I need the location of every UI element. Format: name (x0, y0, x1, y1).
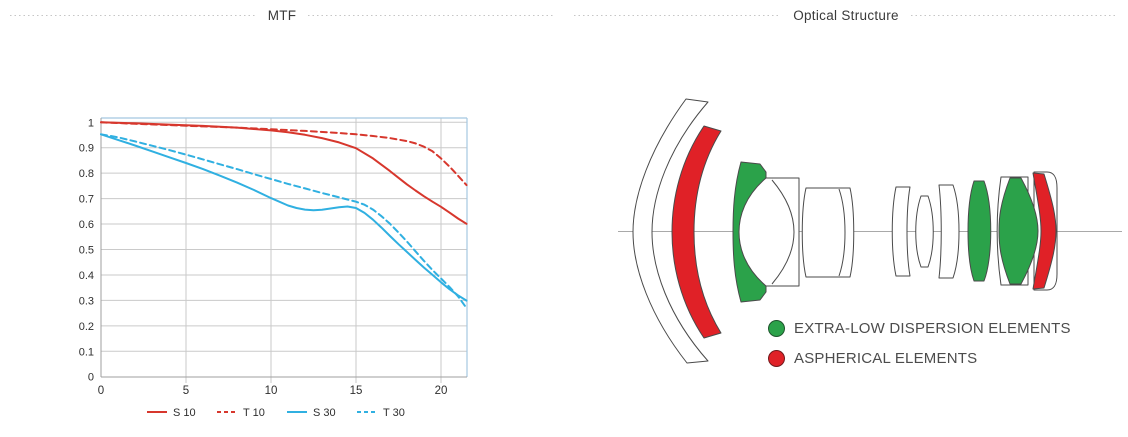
y-tick-label: 0.4 (79, 270, 94, 282)
lens-surface-line (838, 188, 846, 277)
y-tick-label: 0.7 (79, 194, 94, 206)
lens-element-front-meniscus (632, 98, 709, 364)
optical-structure-panel: Optical Structure EXTRA-LOW DI (564, 0, 1128, 437)
chart-legend: S 10 T 10 S 30 T 30 (147, 407, 405, 419)
y-tick-label: 0.6 (79, 219, 94, 231)
x-tick-label: 5 (183, 385, 189, 397)
y-tick-label: 0.8 (79, 168, 94, 180)
dotted-rule (910, 14, 1119, 16)
x-tick-label: 20 (435, 385, 448, 397)
mtf-panel-title: MTF (267, 7, 297, 23)
series-t-10 (100, 121, 468, 187)
mtf-title-row: MTF (10, 7, 555, 23)
optical-title-row: Optical Structure (574, 7, 1119, 23)
optical-panel-title: Optical Structure (793, 7, 899, 23)
legend-label-t-30: T 30 (383, 407, 405, 419)
y-tick-label: 0.3 (79, 295, 94, 307)
eld-legend-dot (768, 320, 785, 337)
lens-element-rear-1 (891, 186, 911, 277)
y-tick-label: 1 (88, 117, 94, 129)
legend-label-s-10: S 10 (173, 407, 196, 419)
lens-element-cemented-white (738, 177, 800, 287)
y-tick-label: 0.5 (79, 245, 94, 257)
series-s-30 (100, 133, 468, 302)
mtf-chart: 00.10.20.30.40.50.60.70.80.910 5 10 15 20S 1… (79, 117, 468, 419)
y-tick-label: 0.1 (79, 346, 94, 358)
dotted-rule (10, 14, 256, 16)
chart-tick-labels: 00.10.20.30.40.50.60.70.80.910 5 10 15 20 (79, 117, 448, 397)
lens-element-eld-rear-large (998, 177, 1039, 285)
mtf-panel: MTF 0 0.1 0.2 0.3 0.4 0.5 0.6 0.7 0.8 0.9 1 0 5 10 15 2… (10, 7, 555, 419)
legend-label-t-10: T 10 (243, 407, 265, 419)
lens-element-eld-rear-small (967, 180, 992, 282)
x-tick-label: 0 (98, 385, 104, 397)
series-t-30 (100, 133, 468, 309)
y-tick-label: 0.2 (79, 321, 94, 333)
chart-frame (100, 117, 468, 378)
eld-legend-label: EXTRA-LOW DISPERSION ELEMENTS (794, 320, 1071, 337)
lens-element-aspherical-rear (1032, 172, 1057, 290)
optical-legend-eld: EXTRA-LOW DISPERSION ELEMENTS (768, 319, 1071, 338)
y-tick-label: 0.9 (79, 143, 94, 155)
aspherical-legend-label: ASPHERICAL ELEMENTS (794, 350, 978, 367)
dotted-rule (574, 14, 782, 16)
lens-surface-line (771, 179, 795, 285)
x-tick-label: 15 (350, 385, 363, 397)
lens-element-rear-3 (938, 184, 960, 279)
lens-element-rear-2 (915, 195, 934, 268)
lens-element-barrel (801, 187, 855, 278)
dotted-rule (308, 14, 555, 16)
aspherical-legend-dot (768, 350, 785, 367)
chart-gridlines (101, 118, 467, 383)
lens-diagram (618, 98, 1122, 364)
optical-legend-aspherical: ASPHERICAL ELEMENTS (768, 349, 977, 368)
x-tick-label: 10 (265, 385, 278, 397)
y-tick-label: 0 (88, 372, 94, 384)
lens-element-aspherical-front (671, 125, 722, 339)
legend-label-s-30: S 30 (313, 407, 336, 419)
